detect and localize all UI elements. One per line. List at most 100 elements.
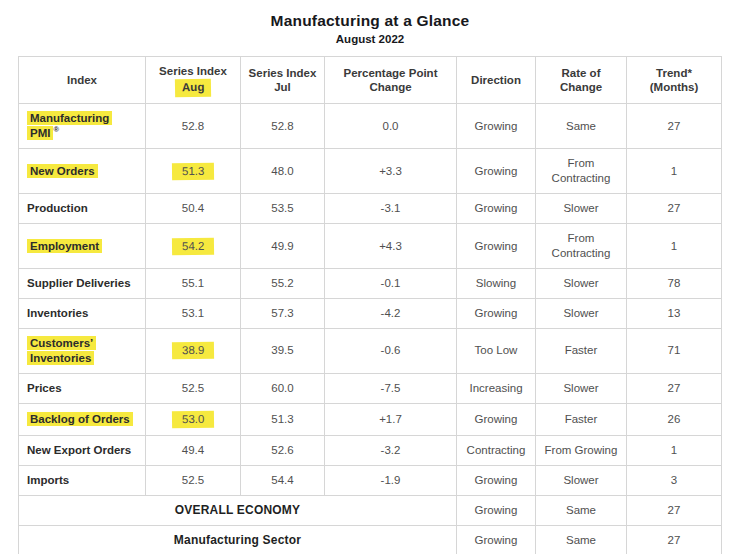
- change-cell-value: +4.3: [379, 240, 402, 252]
- table-row: Imports52.554.4-1.9GrowingSlower3: [19, 465, 722, 495]
- trend-cell-value: 3: [671, 474, 677, 486]
- aug-index-cell-value: 55.1: [182, 277, 204, 289]
- direction-cell: Growing: [457, 194, 536, 224]
- trend-cell-value: 1: [671, 165, 677, 177]
- trend-cell: 27: [627, 104, 722, 149]
- jul-index-cell: 51.3: [241, 403, 325, 435]
- trend-cell: 78: [627, 269, 722, 299]
- index-label: New Export Orders: [27, 444, 131, 456]
- rate-of-change-cell: Same: [536, 104, 627, 149]
- aug-index-cell-value: 53.0: [172, 410, 215, 428]
- index-cell: Supplier Deliveries: [19, 269, 146, 299]
- index-label: Customers’ Inventories: [27, 336, 96, 365]
- trend-cell: 27: [627, 194, 722, 224]
- direction-cell: Slowing: [457, 269, 536, 299]
- rate-of-change-cell: Same: [536, 526, 627, 554]
- registered-mark: ®: [53, 126, 59, 135]
- index-label: Backlog of Orders: [27, 412, 133, 426]
- aug-index-cell-value: 52.5: [182, 382, 204, 394]
- direction-cell: Contracting: [457, 435, 536, 465]
- change-cell: -1.9: [325, 465, 457, 495]
- change-cell: +4.3: [325, 224, 457, 269]
- change-cell-value: -3.1: [381, 202, 401, 214]
- direction-cell-value: Growing: [475, 202, 518, 214]
- rate-of-change-cell-value: From Contracting: [552, 232, 611, 259]
- direction-cell-value: Too Low: [475, 344, 518, 356]
- summary-row: OVERALL ECONOMYGrowingSame27: [19, 495, 722, 526]
- jul-index-cell: 57.3: [241, 298, 325, 328]
- index-label: Manufacturing PMI: [27, 111, 112, 140]
- col-header-series-jul-line2: Jul: [244, 80, 321, 95]
- rate-of-change-cell-value: Faster: [565, 413, 598, 425]
- rate-of-change-cell: From Growing: [536, 435, 627, 465]
- jul-index-cell-value: 51.3: [271, 413, 293, 425]
- jul-index-cell-value: 39.5: [271, 344, 293, 356]
- table-row: New Export Orders49.452.6-3.2Contracting…: [19, 435, 722, 465]
- rate-of-change-cell: Slower: [536, 269, 627, 299]
- rate-of-change-cell-value: Same: [566, 120, 596, 132]
- direction-cell-value: Growing: [475, 120, 518, 132]
- jul-index-cell: 54.4: [241, 465, 325, 495]
- jul-index-cell: 53.5: [241, 194, 325, 224]
- trend-cell-value: 26: [668, 413, 681, 425]
- trend-cell-value: 1: [671, 240, 677, 252]
- trend-cell: 26: [627, 403, 722, 435]
- col-header-index: Index: [19, 57, 146, 104]
- aug-index-cell-value: 38.9: [172, 342, 215, 360]
- change-cell: -4.2: [325, 298, 457, 328]
- table-row: Production50.453.5-3.1GrowingSlower27: [19, 194, 722, 224]
- direction-cell-value: Growing: [475, 307, 518, 319]
- rate-of-change-cell: Slower: [536, 373, 627, 403]
- rate-of-change-cell: Faster: [536, 328, 627, 373]
- col-header-series-aug-line2-wrap: Aug: [149, 79, 237, 97]
- summary-label-cell: OVERALL ECONOMY: [19, 495, 457, 526]
- index-cell: New Orders: [19, 149, 146, 194]
- jul-index-cell-value: 54.4: [271, 474, 293, 486]
- change-cell: +1.7: [325, 403, 457, 435]
- index-label: New Orders: [27, 164, 98, 178]
- trend-cell: 1: [627, 224, 722, 269]
- trend-cell-value: 78: [668, 277, 681, 289]
- table-row: Employment54.249.9+4.3GrowingFrom Contra…: [19, 224, 722, 269]
- trend-cell: 3: [627, 465, 722, 495]
- rate-of-change-cell-value: From Contracting: [552, 157, 611, 184]
- change-cell-value: -0.6: [381, 344, 401, 356]
- aug-index-cell-value: 54.2: [172, 237, 215, 255]
- rate-of-change-cell-value: Slower: [563, 202, 598, 214]
- index-label: Production: [27, 202, 88, 214]
- direction-cell: Increasing: [457, 373, 536, 403]
- aug-index-cell-value: 52.8: [182, 120, 204, 132]
- trend-cell: 13: [627, 298, 722, 328]
- rate-of-change-cell-value: From Growing: [545, 444, 618, 456]
- jul-index-cell: 52.8: [241, 104, 325, 149]
- table-row: Backlog of Orders53.051.3+1.7GrowingFast…: [19, 403, 722, 435]
- direction-cell: Growing: [457, 298, 536, 328]
- rate-of-change-cell: From Contracting: [536, 149, 627, 194]
- aug-index-cell: 52.5: [146, 465, 241, 495]
- table-row: Supplier Deliveries55.155.2-0.1SlowingSl…: [19, 269, 722, 299]
- table-header: Index Series Index Aug Series Index Jul …: [19, 57, 722, 104]
- page-title: Manufacturing at a Glance: [10, 12, 730, 30]
- trend-cell: 1: [627, 435, 722, 465]
- trend-cell: 27: [627, 526, 722, 554]
- rate-of-change-cell: Slower: [536, 298, 627, 328]
- aug-index-cell: 51.3: [146, 149, 241, 194]
- aug-index-cell-value: 49.4: [182, 444, 204, 456]
- direction-cell: Growing: [457, 495, 536, 526]
- index-cell: Imports: [19, 465, 146, 495]
- rate-of-change-cell-value: Slower: [563, 277, 598, 289]
- rate-of-change-cell: Faster: [536, 403, 627, 435]
- aug-index-cell: 53.1: [146, 298, 241, 328]
- rate-of-change-cell: Slower: [536, 194, 627, 224]
- change-cell-value: +3.3: [379, 165, 402, 177]
- table-row: Customers’ Inventories 38.9 39.5 -0.6 Too Lo…: [19, 328, 722, 373]
- col-header-direction-label: Direction: [460, 73, 532, 88]
- aug-index-cell: 53.0: [146, 403, 241, 435]
- trend-cell: 27: [627, 495, 722, 526]
- table-row: Manufacturing PMI®52.852.80.0GrowingSame…: [19, 104, 722, 149]
- col-header-index-label: Index: [22, 73, 142, 88]
- aug-index-cell: 52.5: [146, 373, 241, 403]
- index-cell: Prices: [19, 373, 146, 403]
- aug-index-cell: 52.8: [146, 104, 241, 149]
- col-header-change-line2: Change: [328, 80, 453, 95]
